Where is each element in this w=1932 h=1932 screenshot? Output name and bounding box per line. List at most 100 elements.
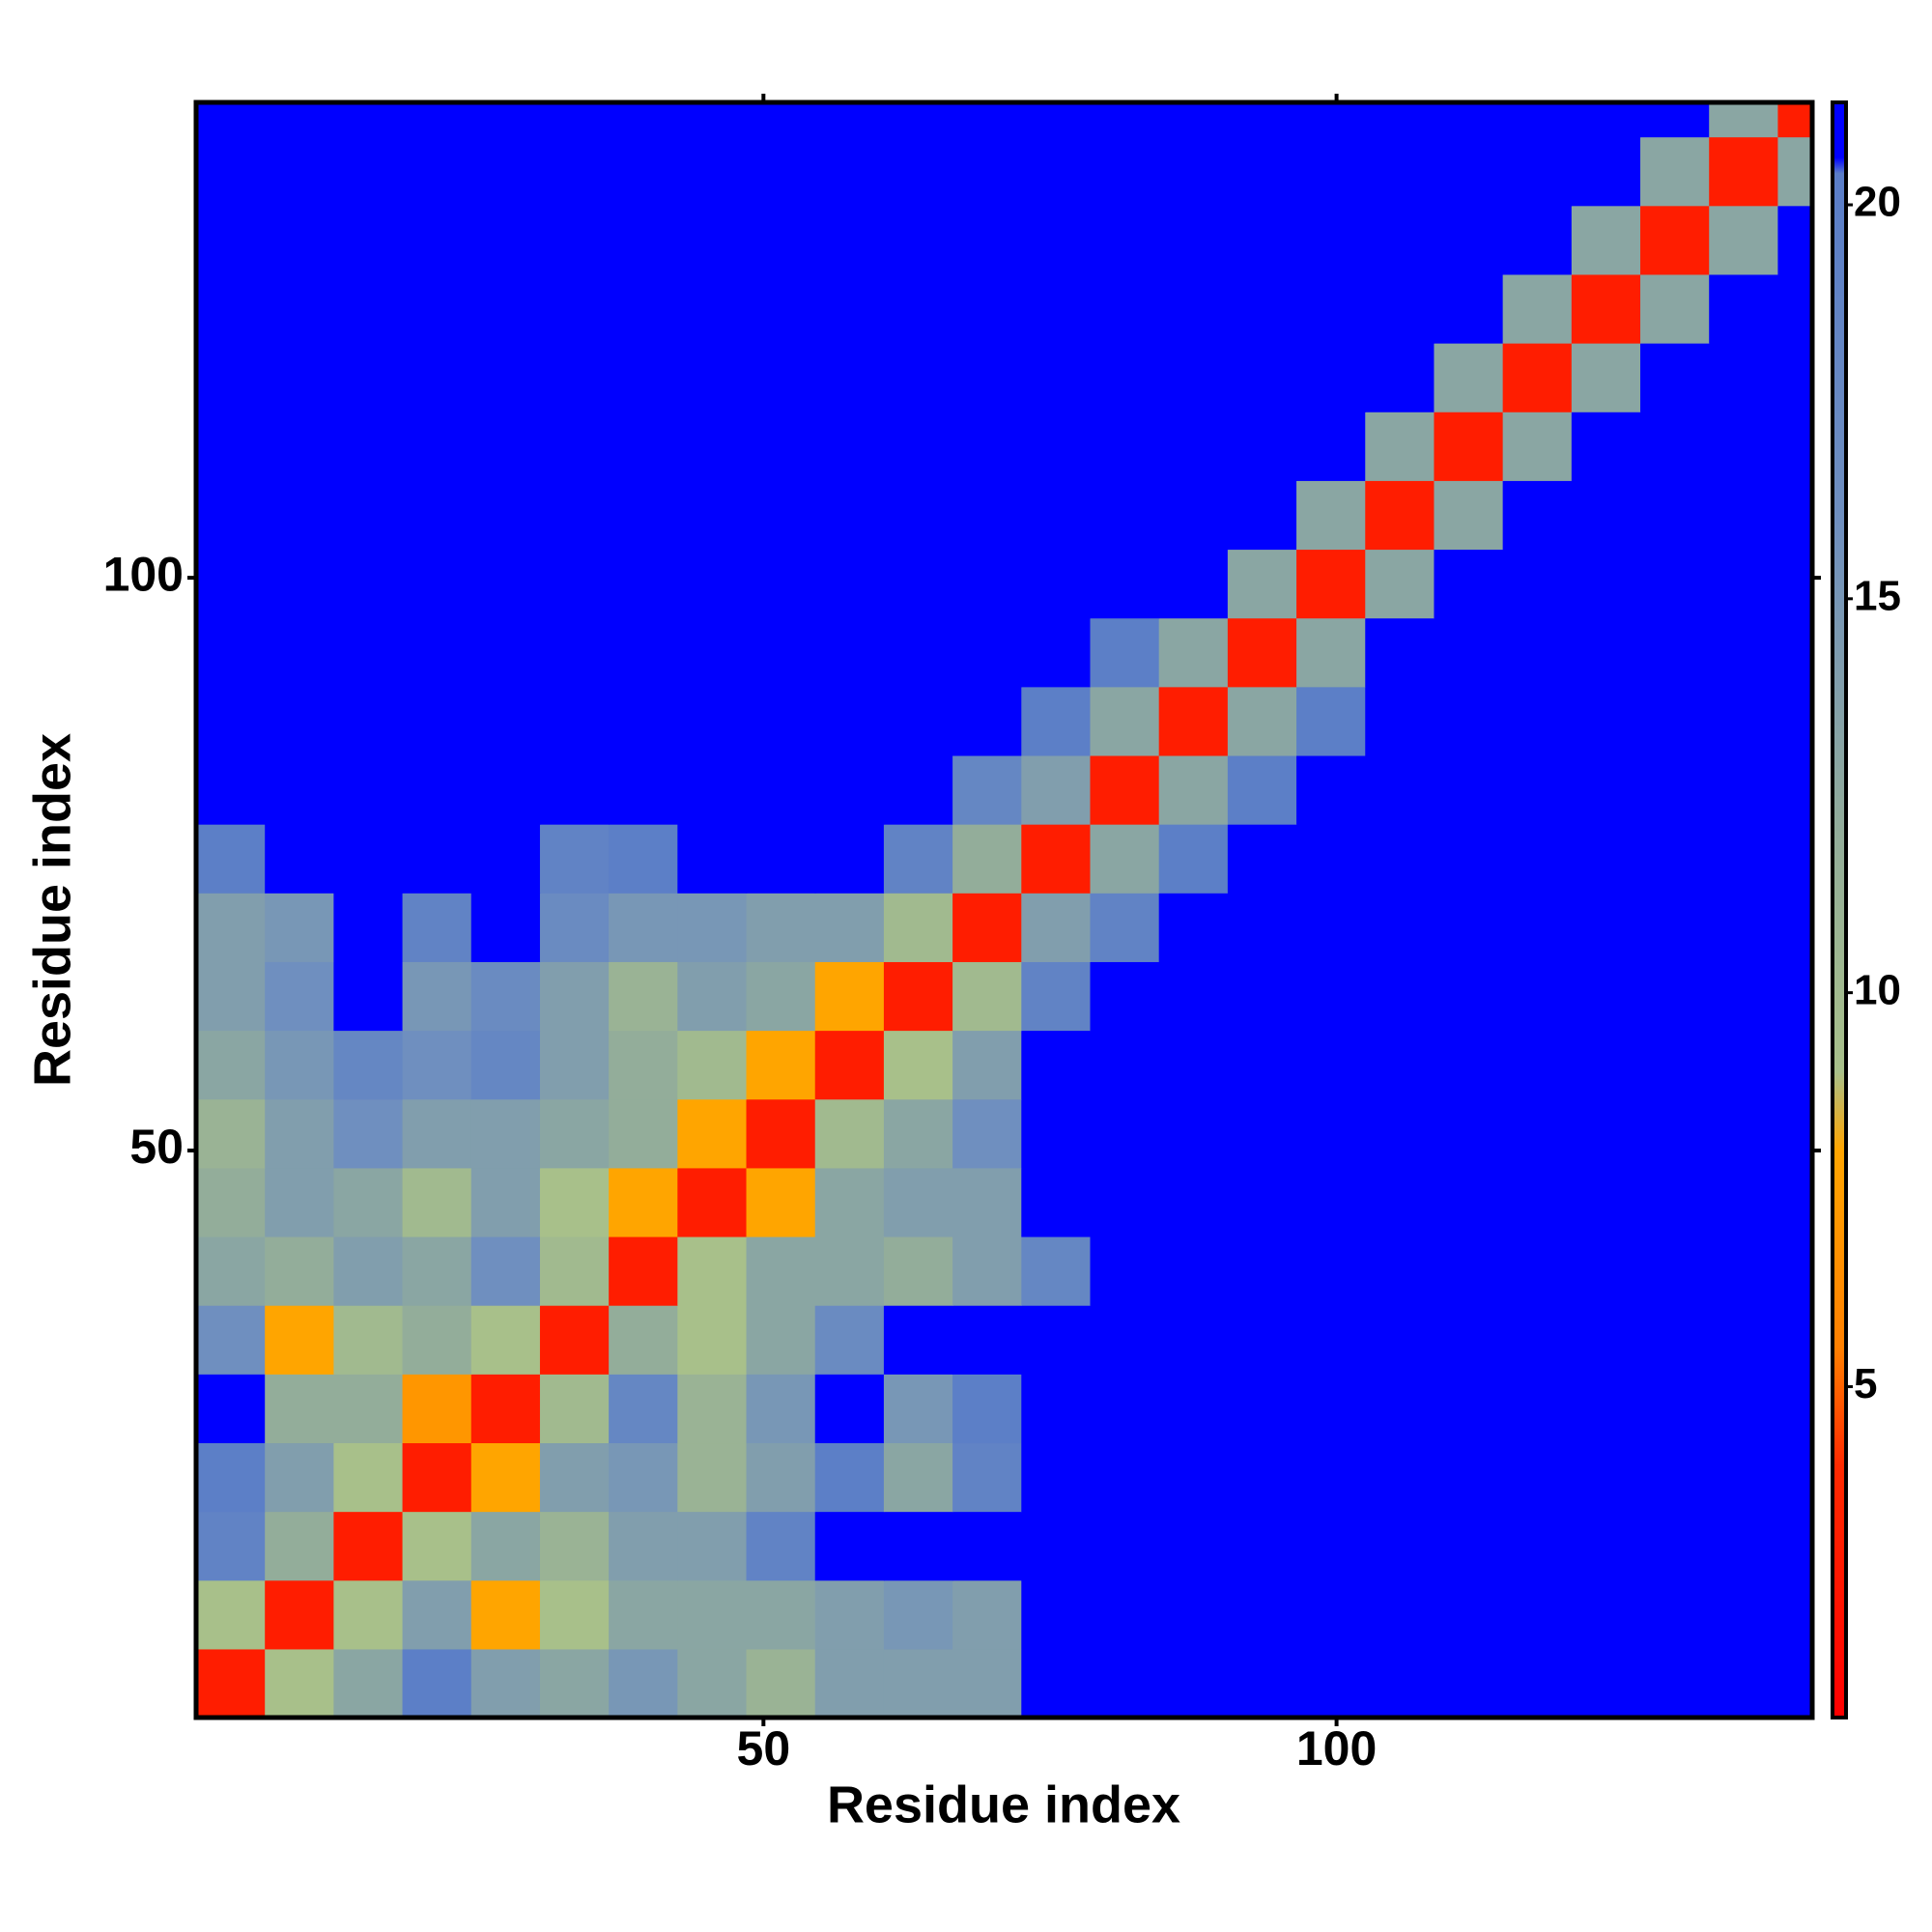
- colorbar-tick-label: 20: [1854, 179, 1901, 226]
- heatmap-cell: [402, 1648, 472, 1719]
- heatmap-cell: [1571, 686, 1641, 756]
- heatmap-cell: [265, 1236, 334, 1306]
- heatmap-cell: [1090, 754, 1160, 825]
- heatmap-cell: [609, 1305, 678, 1375]
- colorbar-tick-label: 5: [1854, 1360, 1877, 1407]
- heatmap-cell: [196, 1167, 266, 1237]
- heatmap-cell: [1365, 1374, 1435, 1444]
- colorbar: [1831, 100, 1848, 1719]
- heatmap-cell: [470, 1167, 541, 1237]
- heatmap-cell: [1777, 1098, 1813, 1169]
- heatmap-cell: [470, 961, 541, 1032]
- heatmap-cell: [1227, 343, 1297, 412]
- heatmap-cell: [1571, 1030, 1641, 1100]
- heatmap-cell: [677, 893, 748, 962]
- heatmap-cell: [1502, 1442, 1573, 1513]
- heatmap-cell: [883, 1030, 953, 1100]
- heatmap-cell: [1090, 1442, 1160, 1513]
- heatmap-cell: [1365, 102, 1435, 138]
- heatmap-cell: [539, 136, 610, 207]
- heatmap-cell: [814, 136, 885, 207]
- heatmap-cell: [1640, 1167, 1710, 1237]
- heatmap-cell: [1571, 617, 1641, 688]
- heatmap-cell: [1227, 1236, 1297, 1306]
- heatmap-cell: [196, 754, 266, 825]
- heatmap-cell: [1365, 412, 1435, 481]
- heatmap-cell: [470, 824, 541, 894]
- heatmap-cell: [1021, 549, 1092, 619]
- heatmap-cell: [1227, 412, 1297, 481]
- heatmap-cell: [1021, 343, 1092, 412]
- heatmap-cell: [609, 1098, 678, 1169]
- heatmap-cell: [1434, 1511, 1504, 1581]
- heatmap-cell: [1296, 1579, 1366, 1650]
- heatmap-cell: [265, 961, 334, 1032]
- heatmap-cell: [1227, 549, 1297, 619]
- heatmap-cell: [196, 1374, 266, 1444]
- heatmap-cell: [883, 412, 953, 481]
- heatmap-cell: [470, 1442, 541, 1513]
- heatmap-cell: [1434, 343, 1504, 412]
- heatmap-cell: [265, 893, 334, 962]
- heatmap-cell: [1021, 102, 1092, 138]
- heatmap-cell: [1021, 1030, 1092, 1100]
- heatmap-cell: [1502, 1511, 1573, 1581]
- heatmap-cell: [1090, 549, 1160, 619]
- heatmap-cell: [814, 1648, 885, 1719]
- heatmap-cell: [539, 205, 610, 275]
- x-axis-label: Residue index: [827, 1776, 1180, 1833]
- heatmap-cell: [1296, 343, 1366, 412]
- heatmap-cell: [883, 1098, 953, 1169]
- heatmap-cell: [470, 1648, 541, 1719]
- heatmap-cell: [539, 549, 610, 619]
- heatmap-cell: [883, 273, 953, 344]
- heatmap-cell: [1502, 1374, 1573, 1444]
- heatmap-cell: [952, 273, 1022, 344]
- heatmap-cell: [1090, 205, 1160, 275]
- heatmap-cell: [470, 412, 541, 481]
- heatmap-cell: [952, 961, 1022, 1032]
- heatmap-cell: [1158, 1236, 1229, 1306]
- heatmap-cell: [1777, 686, 1813, 756]
- heatmap-cell: [952, 549, 1022, 619]
- heatmap-cell: [814, 1579, 885, 1650]
- heatmap-cell: [1158, 754, 1229, 825]
- heatmap-cell: [952, 754, 1022, 825]
- heatmap-cell: [677, 343, 748, 412]
- heatmap-cell: [1571, 893, 1641, 962]
- heatmap: [196, 102, 1813, 1719]
- heatmap-cell: [1571, 1442, 1641, 1513]
- heatmap-cell: [883, 1511, 953, 1581]
- heatmap-cell: [196, 1579, 266, 1650]
- heatmap-cell: [1021, 1579, 1092, 1650]
- heatmap-cell: [1296, 1030, 1366, 1100]
- heatmap-cell: [677, 1648, 748, 1719]
- heatmap-cell: [333, 549, 404, 619]
- heatmap-cell: [1434, 102, 1504, 138]
- heatmap-cell: [1227, 686, 1297, 756]
- heatmap-cell: [883, 480, 953, 551]
- heatmap-cell: [1502, 617, 1573, 688]
- heatmap-cell: [1640, 549, 1710, 619]
- heatmap-cell: [196, 102, 266, 138]
- heatmap-cell: [402, 1374, 472, 1444]
- heatmap-cell: [1571, 343, 1641, 412]
- heatmap-cell: [609, 136, 678, 207]
- heatmap-cell: [1777, 1442, 1813, 1513]
- heatmap-cell: [814, 549, 885, 619]
- heatmap-cell: [470, 617, 541, 688]
- heatmap-cell: [677, 824, 748, 894]
- heatmap-cell: [677, 754, 748, 825]
- heatmap-cell: [470, 1098, 541, 1169]
- heatmap-cell: [677, 549, 748, 619]
- heatmap-cell: [1365, 617, 1435, 688]
- heatmap-cell: [1296, 824, 1366, 894]
- heatmap-cell: [1158, 102, 1229, 138]
- heatmap-cell: [1227, 1305, 1297, 1375]
- heatmap-cell: [1158, 1030, 1229, 1100]
- heatmap-cell: [1502, 1579, 1573, 1650]
- heatmap-cell: [952, 824, 1022, 894]
- heatmap-cell: [333, 1511, 404, 1581]
- heatmap-cell: [1158, 961, 1229, 1032]
- heatmap-cell: [1090, 343, 1160, 412]
